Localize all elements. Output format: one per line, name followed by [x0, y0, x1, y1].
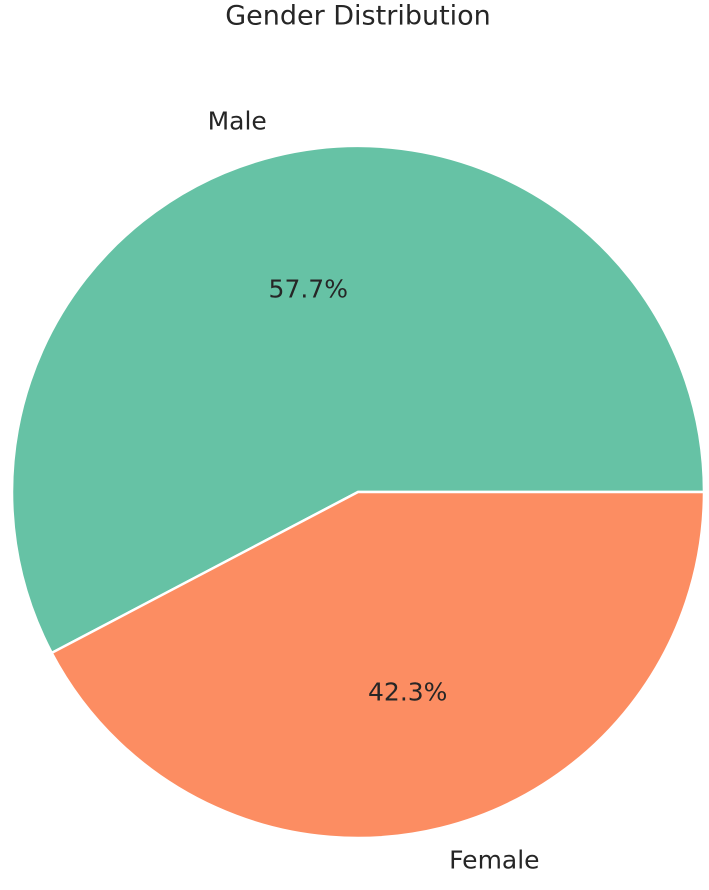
percent-label: 57.7%	[269, 274, 348, 303]
pie-slice	[50, 490, 706, 840]
slice-label: Male	[208, 106, 267, 135]
slice-label: Female	[449, 846, 539, 875]
pie-slice	[10, 144, 706, 655]
chart-title: Gender Distribution	[225, 1, 491, 32]
percent-label: 42.3%	[368, 678, 447, 707]
